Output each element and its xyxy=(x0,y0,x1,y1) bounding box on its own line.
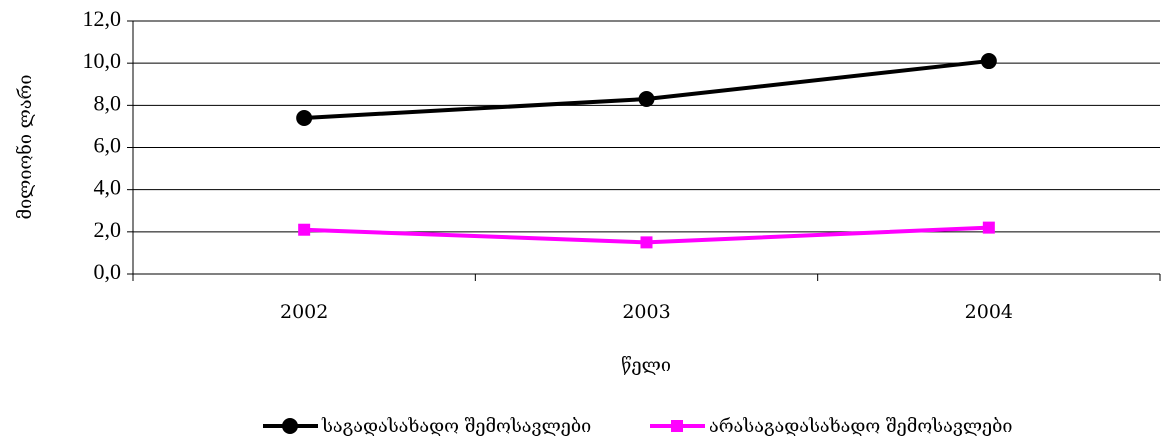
y-tick-label: 6,0 xyxy=(94,133,122,158)
y-tick-label: 8,0 xyxy=(94,90,122,115)
data-point xyxy=(298,223,311,236)
y-tick-label: 10,0 xyxy=(83,48,122,73)
x-tick-label: 2004 xyxy=(965,301,1013,323)
legend-marker-nontax-revenue xyxy=(671,420,683,432)
data-point xyxy=(980,53,997,70)
legend: საგადასახადო შემოსავლები არასაგადასახადო… xyxy=(263,416,1013,437)
y-tick-label: 2,0 xyxy=(94,217,122,242)
data-point xyxy=(638,91,655,108)
gridlines xyxy=(133,20,1160,233)
x-tick-label: 2002 xyxy=(280,301,328,323)
x-tick-label: 2003 xyxy=(622,301,670,323)
y-axis-title: მილიონი ლარი xyxy=(14,75,36,220)
legend-label-tax-revenue: საგადასახადო შემოსავლები xyxy=(321,416,591,437)
y-axis-ticks: 0,0 2,0 4,0 6,0 8,0 10,0 12,0 xyxy=(83,6,133,284)
series-line-0 xyxy=(304,59,990,120)
legend-item-nontax-revenue: არასაგადასახადო შემოსავლები xyxy=(650,416,1013,437)
data-point xyxy=(640,236,653,249)
legend-item-tax-revenue: საგადასახადო შემოსავლები xyxy=(263,416,591,437)
legend-marker-tax-revenue xyxy=(282,418,298,434)
x-axis-title: წელი xyxy=(621,355,671,376)
y-tick-label: 0,0 xyxy=(94,259,122,284)
x-axis-ticks: 2002 2003 2004 xyxy=(132,274,1161,323)
series-group xyxy=(296,53,997,249)
y-tick-label: 4,0 xyxy=(94,175,122,200)
y-tick-label: 12,0 xyxy=(83,6,122,31)
data-point xyxy=(296,109,313,126)
legend-label-nontax-revenue: არასაგადასახადო შემოსავლები xyxy=(709,416,1013,437)
data-point xyxy=(982,221,995,234)
